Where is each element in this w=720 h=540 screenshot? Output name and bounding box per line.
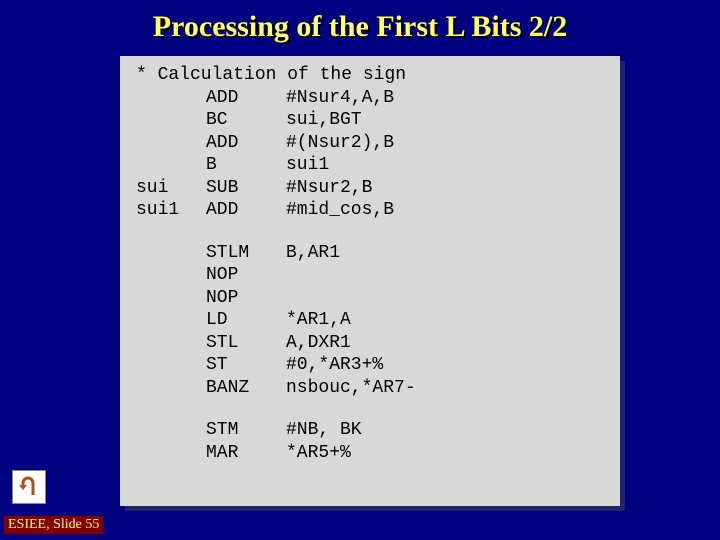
code-op: ADD (206, 87, 286, 110)
code-label (136, 287, 206, 310)
slide-title: Processing of the First L Bits 2/2 (0, 0, 720, 44)
code-row: NOP (136, 264, 604, 287)
code-label (136, 354, 206, 377)
code-args: *AR5+% (286, 442, 351, 465)
code-row: LD *AR1,A (136, 309, 604, 332)
code-spacer (136, 399, 604, 419)
code-label: sui1 (136, 199, 206, 222)
code-args: nsbouc,*AR7- (286, 377, 416, 400)
code-op: SUB (206, 177, 286, 200)
code-op: NOP (206, 287, 286, 310)
slide-footer: ESIEE, Slide 55 (4, 516, 103, 534)
code-row: STM #NB, BK (136, 419, 604, 442)
code-args: #mid_cos,B (286, 199, 394, 222)
code-op: ST (206, 354, 286, 377)
code-args: #NB, BK (286, 419, 362, 442)
code-op: STLM (206, 242, 286, 265)
code-op: STM (206, 419, 286, 442)
code-op: ADD (206, 199, 286, 222)
code-op: BC (206, 109, 286, 132)
code-row: B sui1 (136, 154, 604, 177)
code-row: BANZ nsbouc,*AR7- (136, 377, 604, 400)
code-block-2: STLM B,AR1 NOP NOP LD *AR1,A STL A,DXR1 … (136, 242, 604, 400)
code-row: sui SUB #Nsur2,B (136, 177, 604, 200)
code-args: B,AR1 (286, 242, 340, 265)
back-button[interactable] (12, 470, 46, 504)
code-label (136, 87, 206, 110)
code-label (136, 242, 206, 265)
code-args: #(Nsur2),B (286, 132, 394, 155)
code-comment: * Calculation of the sign (136, 64, 604, 87)
code-label (136, 264, 206, 287)
code-spacer (136, 222, 604, 242)
code-label (136, 377, 206, 400)
code-label (136, 332, 206, 355)
code-args: sui,BGT (286, 109, 362, 132)
code-row: MAR *AR5+% (136, 442, 604, 465)
code-row: STLM B,AR1 (136, 242, 604, 265)
code-label (136, 154, 206, 177)
code-op: MAR (206, 442, 286, 465)
code-row: sui1 ADD #mid_cos,B (136, 199, 604, 222)
code-op: LD (206, 309, 286, 332)
code-row: ST #0,*AR3+% (136, 354, 604, 377)
code-args: A,DXR1 (286, 332, 351, 355)
code-label (136, 419, 206, 442)
code-block-3: STM #NB, BK MAR *AR5+% (136, 419, 604, 464)
code-op: STL (206, 332, 286, 355)
code-label (136, 309, 206, 332)
code-op: B (206, 154, 286, 177)
code-label (136, 132, 206, 155)
code-label: sui (136, 177, 206, 200)
code-row: NOP (136, 287, 604, 310)
u-turn-icon (17, 475, 41, 499)
code-op: ADD (206, 132, 286, 155)
code-row: ADD #Nsur4,A,B (136, 87, 604, 110)
code-op: NOP (206, 264, 286, 287)
code-panel: * Calculation of the sign ADD #Nsur4,A,B… (120, 56, 620, 506)
code-op: BANZ (206, 377, 286, 400)
code-args: sui1 (286, 154, 329, 177)
code-label (136, 109, 206, 132)
code-block-1: ADD #Nsur4,A,B BC sui,BGT ADD #(Nsur2),B… (136, 87, 604, 222)
code-args: #Nsur4,A,B (286, 87, 394, 110)
code-row: ADD #(Nsur2),B (136, 132, 604, 155)
code-args: #Nsur2,B (286, 177, 372, 200)
code-args: *AR1,A (286, 309, 351, 332)
code-row: BC sui,BGT (136, 109, 604, 132)
code-label (136, 442, 206, 465)
code-args: #0,*AR3+% (286, 354, 383, 377)
code-row: STL A,DXR1 (136, 332, 604, 355)
